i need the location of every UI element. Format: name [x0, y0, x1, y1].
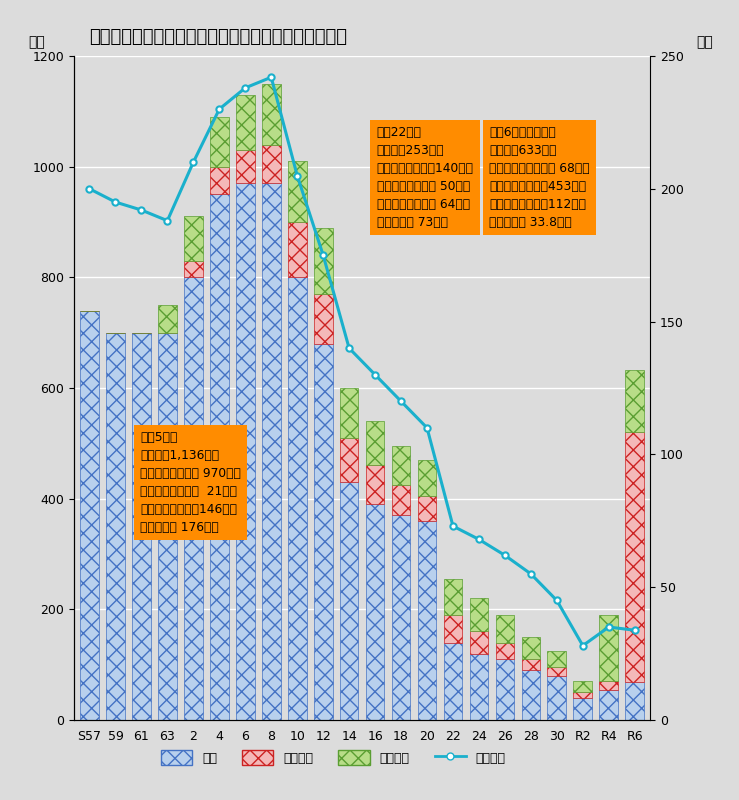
Bar [418, 496, 436, 521]
Bar [366, 421, 384, 466]
Bar [573, 698, 592, 720]
Text: 令和6年度（見込）
総売上　633億円
　本場売上　　　　 68億円
　電話投票売上　453億円
　場間場外売上　112億円
総入場者数 33.8万人: 令和6年度（見込） 総売上 633億円 本場売上 68億円 電話投票売上 453… [489, 126, 590, 229]
Bar [548, 676, 566, 720]
Bar [443, 579, 463, 615]
Bar [314, 227, 333, 294]
Text: 平成5年度
総売上　1,136億円
　本場売上　　　 970億円
　電話投票売上　  21億円
　場間場外売上　146億円
総入場者数 176万人: 平成5年度 総売上 1,136億円 本場売上 970億円 電話投票売上 21億円… [140, 431, 241, 534]
Bar [210, 166, 228, 194]
Bar [106, 333, 125, 720]
Text: 万人: 万人 [696, 35, 713, 50]
Bar [314, 344, 333, 720]
Bar [132, 333, 151, 720]
Bar [548, 651, 566, 667]
Bar [522, 637, 540, 659]
Bar [625, 682, 644, 720]
Bar [184, 261, 202, 278]
Bar [236, 183, 255, 720]
Bar [366, 504, 384, 720]
Bar [210, 194, 228, 720]
Bar [599, 615, 618, 682]
Bar [418, 460, 436, 496]
Bar [340, 482, 358, 720]
Bar [443, 642, 463, 720]
Text: 億円: 億円 [28, 35, 44, 50]
Bar [80, 310, 99, 720]
Bar [210, 117, 228, 166]
Bar [314, 294, 333, 344]
Bar [184, 217, 202, 261]
Bar [599, 682, 618, 690]
Bar [392, 515, 410, 720]
Bar [496, 615, 514, 642]
Bar [469, 654, 488, 720]
Bar [469, 598, 488, 631]
Bar [392, 446, 410, 485]
Bar [573, 692, 592, 698]
Bar [262, 183, 281, 720]
Bar [496, 642, 514, 659]
Bar [184, 278, 202, 720]
Bar [392, 485, 410, 515]
Bar [340, 388, 358, 438]
Bar [366, 466, 384, 504]
Text: ボートレース福岡売上・入場者数推移（都市圏除く）: ボートレース福岡売上・入場者数推移（都市圏除く） [89, 28, 347, 46]
Bar [418, 521, 436, 720]
Text: 平成22年度
総売上　253億円
　本場売上　　　140億円
　電話投票売上　 50億円
　場間場外売上　 64億円
総入場者数 73万人: 平成22年度 総売上 253億円 本場売上 140億円 電話投票売上 50億円 … [377, 126, 474, 229]
Bar [522, 659, 540, 670]
Bar [469, 631, 488, 654]
Bar [522, 670, 540, 720]
Bar [496, 659, 514, 720]
Bar [262, 84, 281, 145]
Bar [443, 615, 463, 642]
Bar [236, 150, 255, 183]
Bar [288, 222, 307, 278]
Bar [262, 145, 281, 183]
Bar [288, 161, 307, 222]
Bar [625, 370, 644, 432]
Bar [340, 438, 358, 482]
Bar [625, 432, 644, 682]
Bar [573, 682, 592, 692]
Bar [288, 278, 307, 720]
Legend: 本場, 電話投票, 場間場外, 入場者数: 本場, 電話投票, 場間場外, 入場者数 [156, 745, 511, 770]
Bar [548, 667, 566, 676]
Bar [599, 690, 618, 720]
Bar [158, 305, 177, 333]
Bar [236, 94, 255, 150]
Bar [158, 333, 177, 720]
